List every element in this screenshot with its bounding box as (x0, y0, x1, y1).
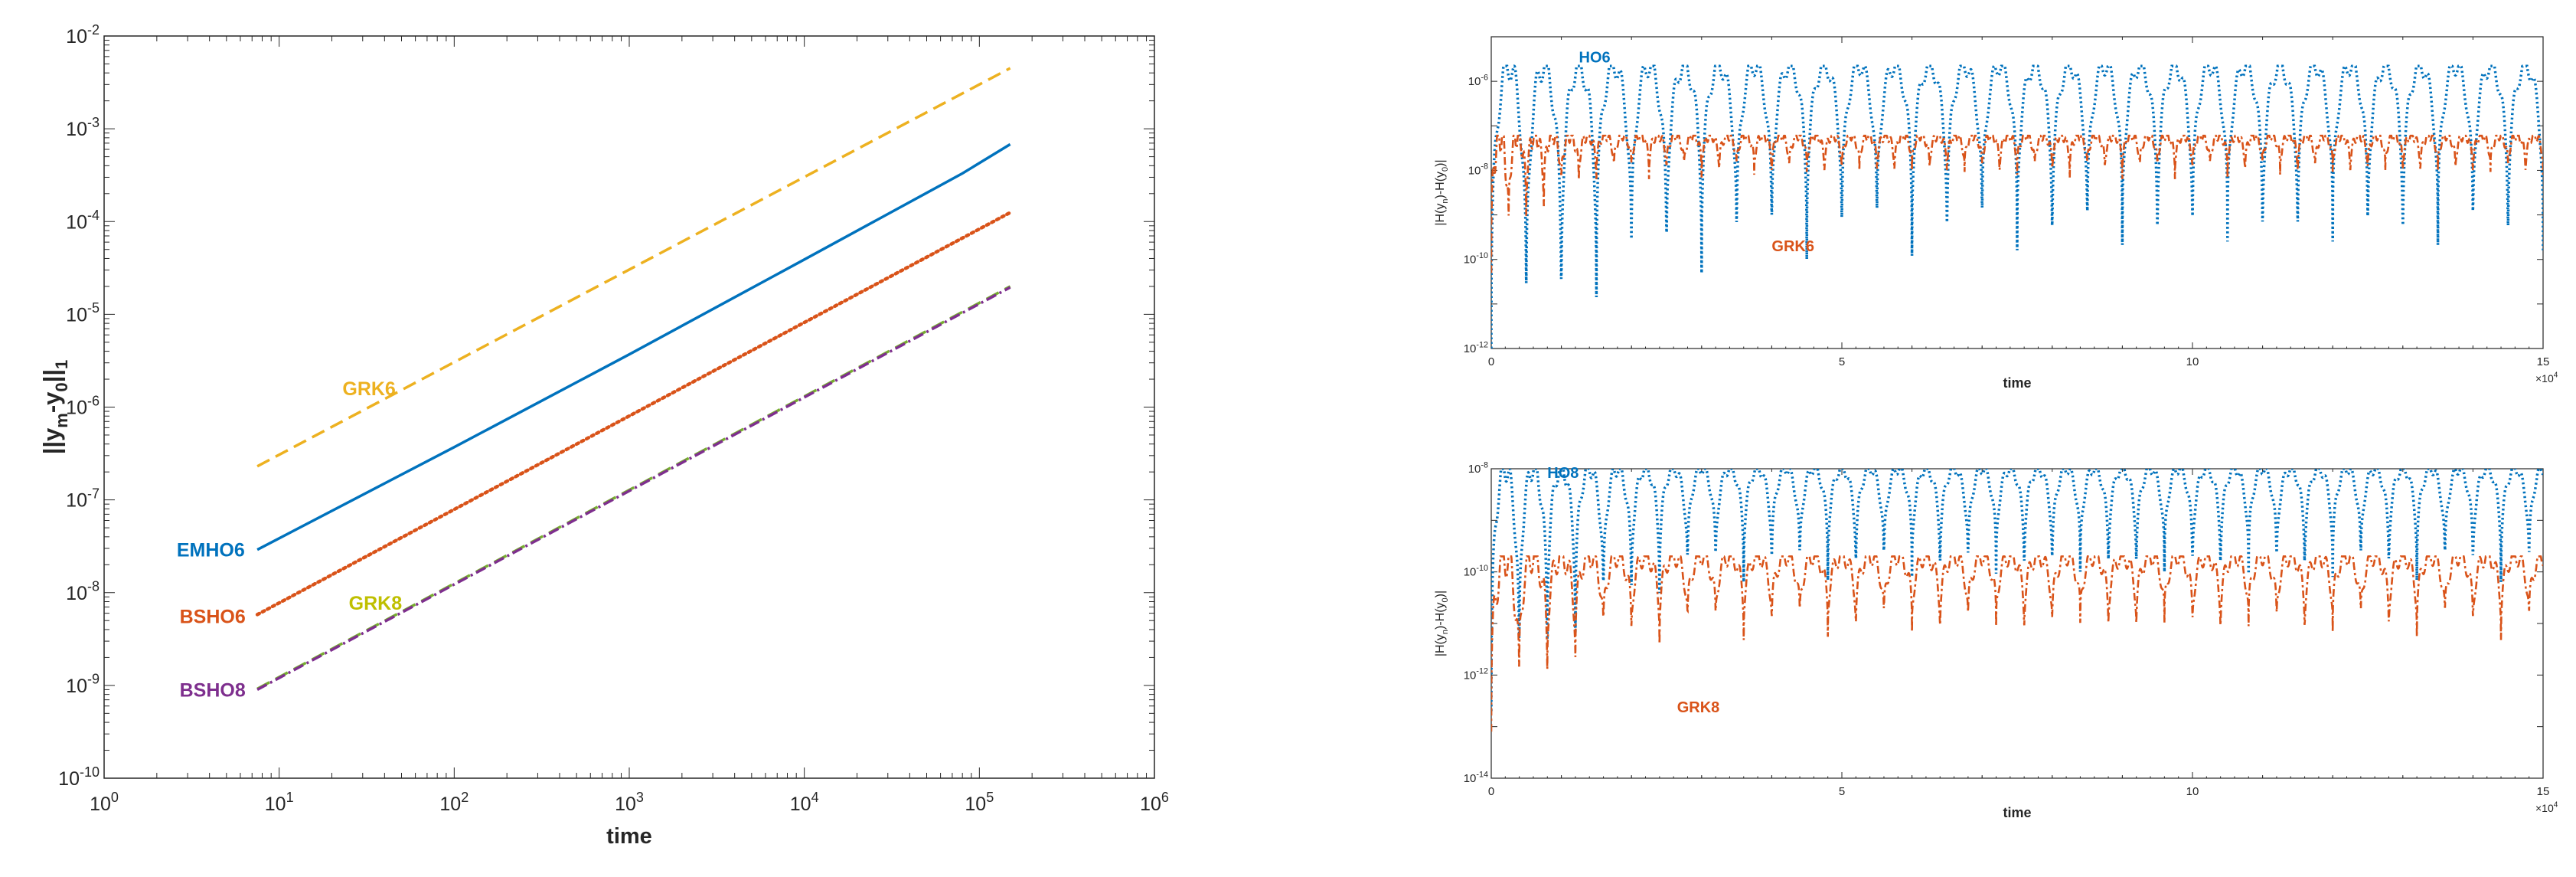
plot-frame (1490, 468, 2544, 779)
series-line-emho6 (256, 142, 1011, 551)
x-tick-label: 103 (615, 790, 644, 815)
series-line-grk6 (1491, 134, 2543, 273)
series-line-grk6 (256, 67, 1011, 468)
panel-loglog: 100 101 102 103 104 105 106 10-10 10-9 10-8 10-7 10… (38, 22, 1169, 849)
y-tick-label: 10-8 (1468, 460, 1488, 476)
x-tick-label: 5 (1839, 355, 1845, 368)
y-tick-label: 10-4 (66, 208, 100, 233)
y-tick-label: 10-6 (66, 393, 100, 418)
panel-energy-error-2: 0 5 10 15 ×104 10-12 10-10 10-8 10-6 time |H(yn)-H… (1434, 36, 2558, 391)
series-label-grk6: GRK6 (1771, 238, 1814, 255)
x-tick-label: 10 (2186, 785, 2199, 798)
series-line-bsho6 (255, 211, 1012, 617)
y-axis-label: |H(yn)-H(y0)| (1434, 591, 1450, 656)
y-tick-label: 10-10 (58, 764, 100, 790)
series-label-grk8: GRK8 (349, 593, 403, 614)
y-tick-label: 10-12 (1464, 340, 1488, 355)
y-tick-label: 10-12 (1464, 667, 1488, 682)
x-tick-label: 106 (1140, 790, 1169, 815)
x-multiplier-label: ×104 (2535, 371, 2558, 385)
x-multiplier-label: ×104 (2535, 801, 2558, 814)
y-tick-label: 10-10 (1464, 564, 1488, 579)
y-axis-label: |H(yn)-H(y0)| (1434, 159, 1450, 225)
series-line-grk8 (1491, 555, 2543, 732)
x-tick-label: 5 (1839, 785, 1845, 798)
series-line-ho6 (1491, 64, 2543, 349)
series-label-ho6: HO6 (1579, 50, 1611, 67)
series-label-ho8: HO8 (1547, 465, 1579, 482)
y-tick-label: 10-9 (66, 672, 100, 697)
y-tick-label: 10-3 (66, 115, 100, 140)
series-line-ho8 (1491, 469, 2543, 712)
plot-frame (1490, 36, 2544, 349)
series-label-emho6: EMHO6 (177, 540, 245, 561)
series-label-bsho6: BSHO6 (180, 606, 246, 627)
x-axis-label: time (606, 824, 652, 849)
x-tick-label: 0 (1488, 355, 1494, 368)
y-tick-label: 10-2 (66, 22, 100, 47)
x-tick-label: 102 (439, 790, 469, 815)
series-label-bsho8: BSHO8 (180, 679, 246, 701)
panel-energy-error-3: 0 5 10 15 ×104 10-14 10-12 10-10 10-8 time |H(yn)-… (1434, 460, 2558, 820)
y-tick-label: 10-7 (66, 486, 100, 511)
x-tick-label: 0 (1488, 785, 1494, 798)
x-tick-label: 105 (965, 790, 994, 815)
y-axis-label: ||ym-y0||1 (38, 360, 71, 455)
x-tick-label: 15 (2537, 785, 2550, 798)
plot-frame (103, 35, 1155, 779)
series-label-grk6: GRK6 (342, 378, 395, 400)
y-tick-label: 10-10 (1464, 251, 1488, 267)
x-tick-label: 104 (790, 790, 819, 815)
series-line-bsho8 (256, 286, 1011, 691)
x-tick-label: 10 (2186, 355, 2199, 368)
y-tick-label: 10-5 (66, 300, 100, 326)
x-axis-label: time (2003, 805, 2031, 820)
x-axis-label: time (2003, 375, 2031, 391)
y-tick-label: 10-14 (1464, 770, 1488, 785)
x-tick-label: 101 (265, 790, 294, 815)
y-tick-label: 10-6 (1468, 73, 1488, 88)
x-tick-label: 15 (2537, 355, 2550, 368)
y-tick-label: 10-8 (66, 579, 100, 604)
x-tick-label: 100 (90, 790, 119, 815)
y-tick-label: 10-8 (1468, 162, 1488, 178)
series-label-grk8: GRK8 (1677, 699, 1720, 716)
